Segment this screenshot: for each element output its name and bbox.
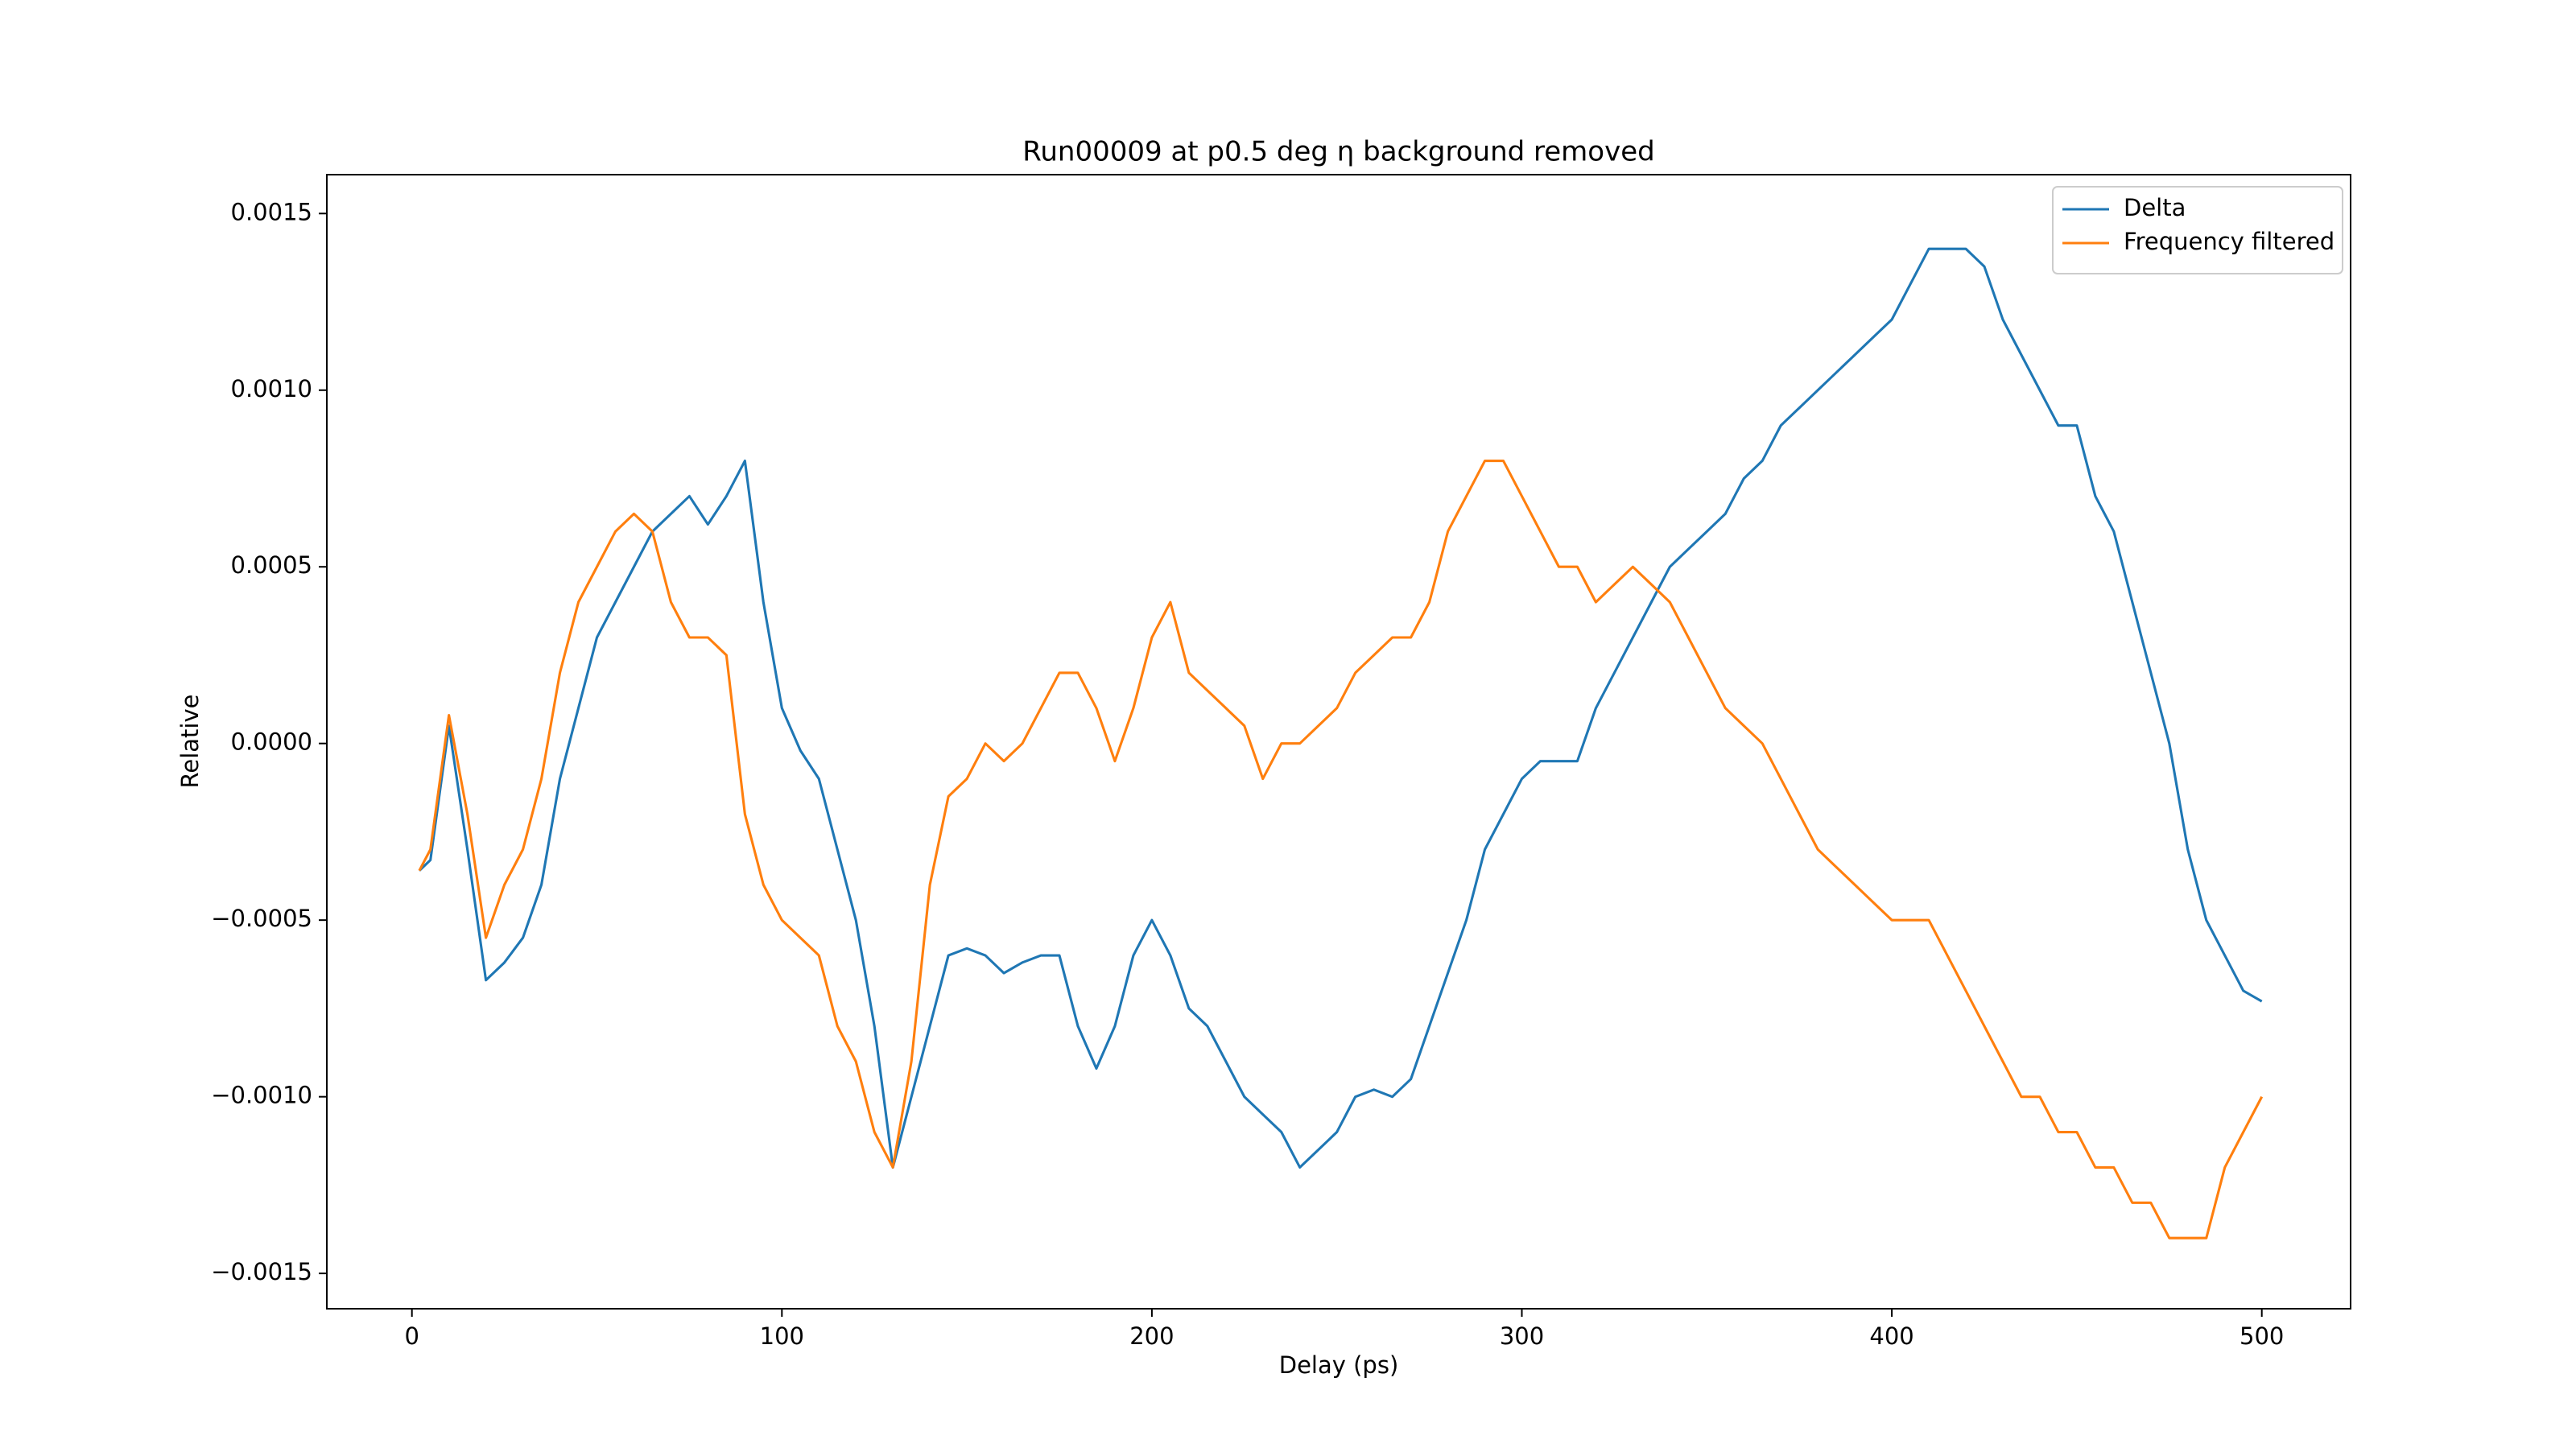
data-line [418,247,2263,1169]
x-tick-label: 100 [760,1322,804,1350]
y-tick-label: 0.0015 [231,198,312,225]
data-line [418,459,2264,1240]
y-tick-label: 0.0010 [231,375,312,402]
y-tick-label: −0.0015 [211,1258,312,1285]
legend-label: Delta [2124,194,2186,221]
x-tick-label: 500 [2240,1322,2284,1350]
legend-box [2052,186,2343,274]
x-axis-label: Delay (ps) [1279,1351,1399,1379]
y-tick-label: 0.0000 [231,728,312,756]
y-tick-label: −0.0010 [211,1082,312,1109]
x-tick-label: 200 [1129,1322,1174,1350]
y-tick-label: 0.0005 [231,551,312,579]
legend-label: Frequency filtered [2124,228,2334,255]
x-tick-label: 400 [1869,1322,1913,1350]
plot-frame [326,174,2351,1310]
x-tick-label: 300 [1500,1322,1544,1350]
y-tick-label: −0.0005 [211,905,312,932]
x-tick-label: 0 [404,1322,419,1350]
y-axis-label: Relative [176,695,204,789]
chart-title: Run00009 at p0.5 deg η background remove… [1022,136,1654,168]
